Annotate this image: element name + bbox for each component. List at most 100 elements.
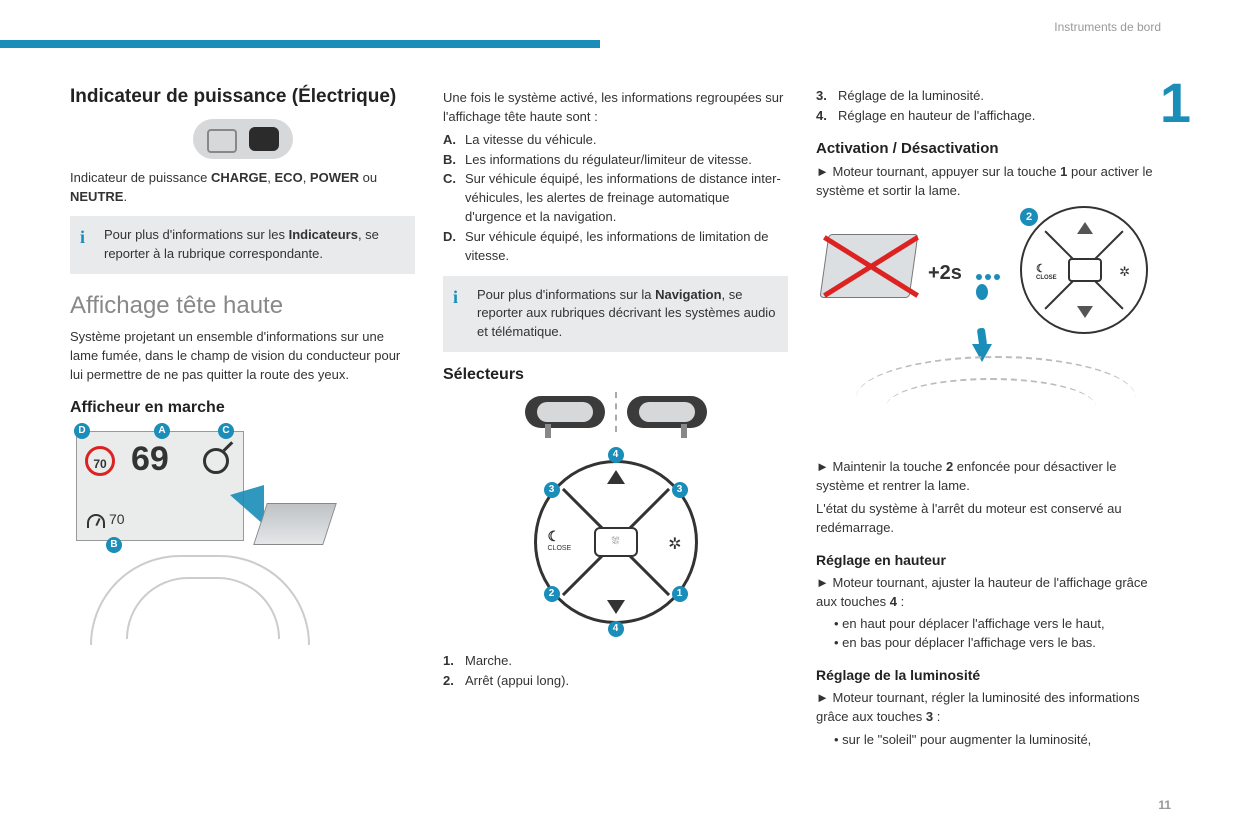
selector-dial-illus: ☾CLOSE ✲ ⛆ 4 4 3 3 2 1 — [516, 442, 716, 642]
key-3: 3 — [926, 709, 933, 724]
txt: 70 — [109, 511, 125, 527]
item-label: D. — [443, 228, 465, 266]
h-activation: Activation / Désactivation — [816, 140, 1161, 157]
page-number: 11 — [1158, 798, 1171, 812]
list-item: D.Sur véhicule équipé, les informations … — [443, 228, 788, 266]
height-instruction: Moteur tournant, ajuster la hauteur de l… — [816, 574, 1161, 612]
marker-1: 1 — [672, 586, 688, 602]
list-item: 2.Arrêt (appui long). — [443, 672, 788, 691]
height-bullets: en haut pour déplacer l'affichage vers l… — [816, 615, 1161, 653]
dashed-curve-icon — [886, 378, 1096, 428]
selector-list-cont: 3.Réglage de la luminosité. 4.Réglage en… — [816, 87, 1161, 126]
columns: Indicateur de puissance (Électrique) Ind… — [70, 85, 1161, 750]
item-label: C. — [443, 170, 465, 227]
list-item: B.Les informations du régulateur/limiteu… — [443, 151, 788, 170]
hud-speed-main: 69 — [131, 440, 169, 479]
hud-screen: 70 69 70 — [76, 431, 244, 541]
txt: CLOSE — [1036, 275, 1057, 281]
marker-d: D — [74, 423, 90, 439]
list-item: 4.Réglage en hauteur de l'affichage. — [816, 107, 1161, 126]
txt: : — [897, 594, 904, 609]
triangle-down-icon — [1077, 306, 1093, 318]
item-text: La vitesse du véhicule. — [465, 131, 597, 150]
marker-2: 2 — [544, 586, 560, 602]
txt: Pour plus d'informations sur la — [477, 287, 655, 302]
moon-close-icon: ☾CLOSE — [548, 528, 572, 552]
txt: Moteur tournant, appuyer sur la touche — [832, 164, 1060, 179]
header-accent-bar — [0, 40, 600, 48]
info-icon: i — [453, 284, 469, 300]
txt: : — [933, 709, 940, 724]
txt: Maintenir la touche — [832, 459, 945, 474]
item-text: Les informations du régulateur/limiteur … — [465, 151, 752, 170]
hud-description: Système projetant un ensemble d'informat… — [70, 328, 415, 385]
column-1: Indicateur de puissance (Électrique) Ind… — [70, 85, 415, 750]
h-afficheur-marche: Afficheur en marche — [70, 399, 415, 417]
triangle-up-icon — [1077, 222, 1093, 234]
list-item: A.La vitesse du véhicule. — [443, 131, 788, 150]
hud-projector-icon — [253, 503, 337, 545]
selector-center-icon — [1068, 258, 1102, 282]
list-item: en haut pour déplacer l'affichage vers l… — [834, 615, 1161, 634]
keyword-neutre: NEUTRE — [70, 189, 123, 204]
brightness-bullets: sur le "soleil" pour augmenter la lumino… — [816, 731, 1161, 750]
item-label: 2. — [443, 672, 465, 691]
selector-center-icon: ⛆ — [594, 527, 638, 557]
list-item: C.Sur véhicule équipé, les informations … — [443, 170, 788, 227]
moon-icon: ☾ — [1036, 263, 1046, 275]
activation-instruction: Moteur tournant, appuyer sur la touche 1… — [816, 163, 1161, 201]
hud-info-list: A.La vitesse du véhicule. B.Les informat… — [443, 131, 788, 266]
gauge-icon — [87, 514, 105, 528]
dotted-arrow-icon — [976, 268, 1016, 284]
marker-4: 4 — [608, 447, 624, 463]
dashboard-cluster-icon — [193, 119, 293, 159]
sun-icon: ✲ — [1119, 264, 1130, 280]
item-label: B. — [443, 151, 465, 170]
item-text: Réglage en hauteur de l'affichage. — [838, 107, 1035, 126]
keyword-eco: ECO — [275, 170, 303, 185]
item-label: 1. — [443, 652, 465, 671]
hud-list-lead: Une fois le système activé, les informat… — [443, 89, 788, 127]
h-hud: Affichage tête haute — [70, 292, 415, 320]
divider-icon — [615, 392, 617, 432]
txt: , — [303, 170, 310, 185]
txt: . — [123, 189, 127, 204]
marker-3: 3 — [544, 482, 560, 498]
hud-illustration: 70 69 70 A B C D — [70, 425, 415, 635]
deactivation-instruction: Maintenir la touche 2 enfoncée pour désa… — [816, 458, 1161, 496]
txt: Pour plus d'informations sur les — [104, 227, 289, 242]
info-bold: Navigation — [655, 287, 721, 302]
speed-limit-sign: 70 — [85, 446, 115, 476]
info-bold: Indicateurs — [289, 227, 358, 242]
item-text: Sur véhicule équipé, les informations de… — [465, 228, 788, 266]
hud-beam-icon — [230, 485, 264, 525]
column-2: Une fois le système activé, les informat… — [443, 85, 788, 750]
wheel-pair-illus — [443, 392, 788, 432]
item-label: A. — [443, 131, 465, 150]
mini-wheel-right-icon — [627, 396, 707, 428]
item-text: Sur véhicule équipé, les informations de… — [465, 170, 788, 227]
red-cross-icon — [816, 220, 926, 310]
moon-icon: ☾ — [548, 528, 561, 544]
item-text: Arrêt (appui long). — [465, 672, 569, 691]
keyword-power: POWER — [310, 170, 359, 185]
h-reglage-hauteur: Réglage en hauteur — [816, 552, 1161, 568]
txt: Moteur tournant, régler la luminosité de… — [816, 690, 1140, 724]
triangle-down-icon — [607, 600, 625, 614]
chapter-number: 1 — [1160, 70, 1191, 135]
dashboard-cluster-illustration — [70, 119, 415, 159]
txt: Indicateur de puissance — [70, 170, 211, 185]
txt: Moteur tournant, ajuster la hauteur de l… — [816, 575, 1148, 609]
triangle-up-icon — [607, 470, 625, 484]
marker-c: C — [218, 423, 234, 439]
marker-a: A — [154, 423, 170, 439]
keyword-charge: CHARGE — [211, 170, 267, 185]
steering-wheel-outline — [90, 555, 310, 645]
power-indicator-intro: Indicateur de puissance CHARGE, ECO, POW… — [70, 169, 415, 207]
moon-close-icon: ☾CLOSE — [1036, 262, 1057, 281]
state-persist-note: L'état du système à l'arrêt du moteur es… — [816, 500, 1161, 538]
marker-b: B — [106, 537, 122, 553]
info-box-navigation: i Pour plus d'informations sur la Naviga… — [443, 276, 788, 353]
marker-2: 2 — [1020, 208, 1038, 226]
item-label: 3. — [816, 87, 838, 106]
